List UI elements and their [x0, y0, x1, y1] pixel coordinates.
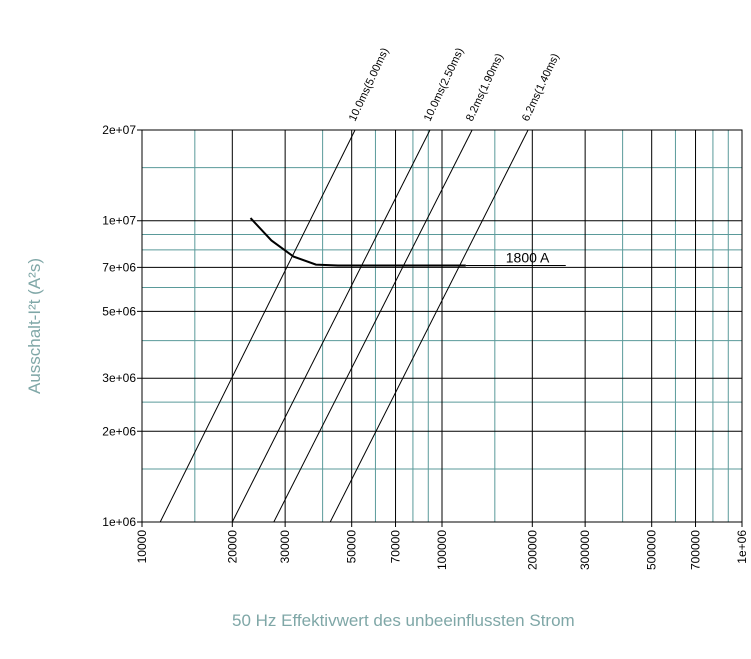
- x-tick-label: 700000: [689, 530, 703, 570]
- x-tick-label: 20000: [225, 530, 239, 564]
- plot-frame: [141, 129, 743, 523]
- series-label: 6.2ms(1.40ms): [520, 52, 562, 124]
- x-tick-label: 300000: [578, 530, 592, 570]
- x-tick-label: 500000: [645, 530, 659, 570]
- y-tick-label: 2e+06: [102, 424, 136, 438]
- y-tick-label: 1e+06: [102, 515, 136, 529]
- x-tick-label: 30000: [278, 530, 292, 564]
- x-tick-label: 70000: [389, 530, 403, 564]
- x-tick-label: 200000: [525, 530, 539, 570]
- x-axis-label: 50 Hz Effektivwert des unbeeinflussten S…: [232, 611, 575, 630]
- series-line: [249, 217, 466, 267]
- series-line: [231, 129, 431, 523]
- y-tick-label: 1e+07: [102, 214, 136, 228]
- y-tick-label: 2e+07: [102, 123, 136, 137]
- series-line: [329, 129, 529, 523]
- series-label: 10.0ms(5.00ms): [347, 46, 391, 123]
- y-tick-label: 3e+06: [102, 371, 136, 385]
- y-axis-label: Ausschalt-I²t (A²s): [25, 258, 44, 394]
- series-label: 10.0ms(2.50ms): [422, 46, 466, 123]
- x-tick-label: 100000: [435, 530, 449, 570]
- series-line: [273, 129, 473, 523]
- y-tick-label: 7e+06: [102, 260, 136, 274]
- x-tick-label: 10000: [135, 530, 149, 564]
- y-tick-label: 5e+06: [102, 304, 136, 318]
- x-tick-label: 50000: [345, 530, 359, 564]
- series-label: 8.2ms(1.90ms): [464, 52, 506, 124]
- series-line: [159, 129, 356, 523]
- series-label: 1800 A: [506, 250, 550, 266]
- x-tick-label: 1e+06: [735, 530, 749, 564]
